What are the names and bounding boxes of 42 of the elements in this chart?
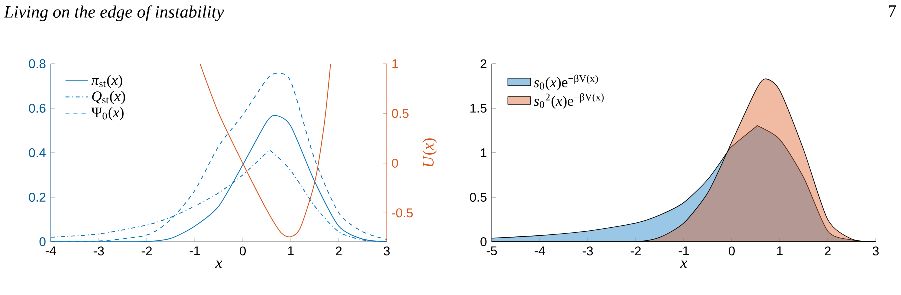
x-tick-label: 2 — [825, 246, 831, 256]
text: Living on the edge of instability — [4, 6, 224, 22]
x-tick-label: -2 — [630, 246, 641, 256]
x-tick-label: 1 — [777, 246, 783, 256]
text: 7 — [889, 6, 896, 17]
x-tick-label: -5 — [486, 246, 498, 256]
y-tick-label: 0.4 — [29, 148, 46, 158]
x-axis-title: x — [680, 260, 688, 268]
x-tick-label: -3 — [94, 246, 104, 256]
legend-label: s$_{0}$$^{2}$(x)e$^{−βV(x)}$ — [534, 93, 604, 110]
y2-tick-label: -0.5 — [392, 208, 414, 218]
y-tick-label: 2 — [480, 60, 487, 68]
x-tick-label: 3 — [384, 246, 390, 256]
x-tick-label: 0 — [728, 246, 736, 256]
y-tick-label: 0.5 — [470, 193, 487, 202]
x-axis-title: x — [215, 260, 222, 268]
y-tick-label: 0.8 — [29, 60, 46, 68]
x-tick-label: -4 — [46, 246, 56, 256]
y2-axis-title: U(x) — [422, 138, 438, 167]
y-tick-label: 0.2 — [29, 193, 46, 202]
x-tick-label: -4 — [534, 246, 546, 256]
y-tick-label: 1 — [481, 148, 487, 158]
y-tick-label: 0 — [40, 238, 46, 246]
line-series — [200, 64, 332, 238]
y-tick-label: 1.5 — [470, 104, 487, 113]
legend-label: Ψ$_{0}$(x) — [92, 107, 124, 121]
x-tick-label: -3 — [582, 246, 594, 256]
y-tick-label: 0.6 — [29, 104, 46, 113]
x-tick-label: -2 — [142, 246, 152, 256]
y-tick-label: 0 — [480, 238, 487, 246]
x-tick-label: 1 — [288, 246, 294, 256]
x-tick-label: 0 — [240, 246, 246, 256]
y2-tick-label: 0.5 — [392, 109, 409, 118]
legend-label: s$_{0}$(x)e$^{−βV(x)}$ — [534, 74, 598, 91]
x-tick-label: -1 — [190, 246, 200, 256]
legend-label: Q$_{st}$(x) — [92, 91, 126, 104]
legend-label: π$_{st}$(x) — [92, 74, 122, 88]
x-tick-label: -1 — [678, 246, 689, 256]
y2-tick-label: 0 — [392, 158, 398, 168]
y2-tick-label: 1 — [392, 60, 398, 68]
x-tick-label: 3 — [872, 246, 879, 256]
x-tick-label: 2 — [336, 246, 342, 256]
